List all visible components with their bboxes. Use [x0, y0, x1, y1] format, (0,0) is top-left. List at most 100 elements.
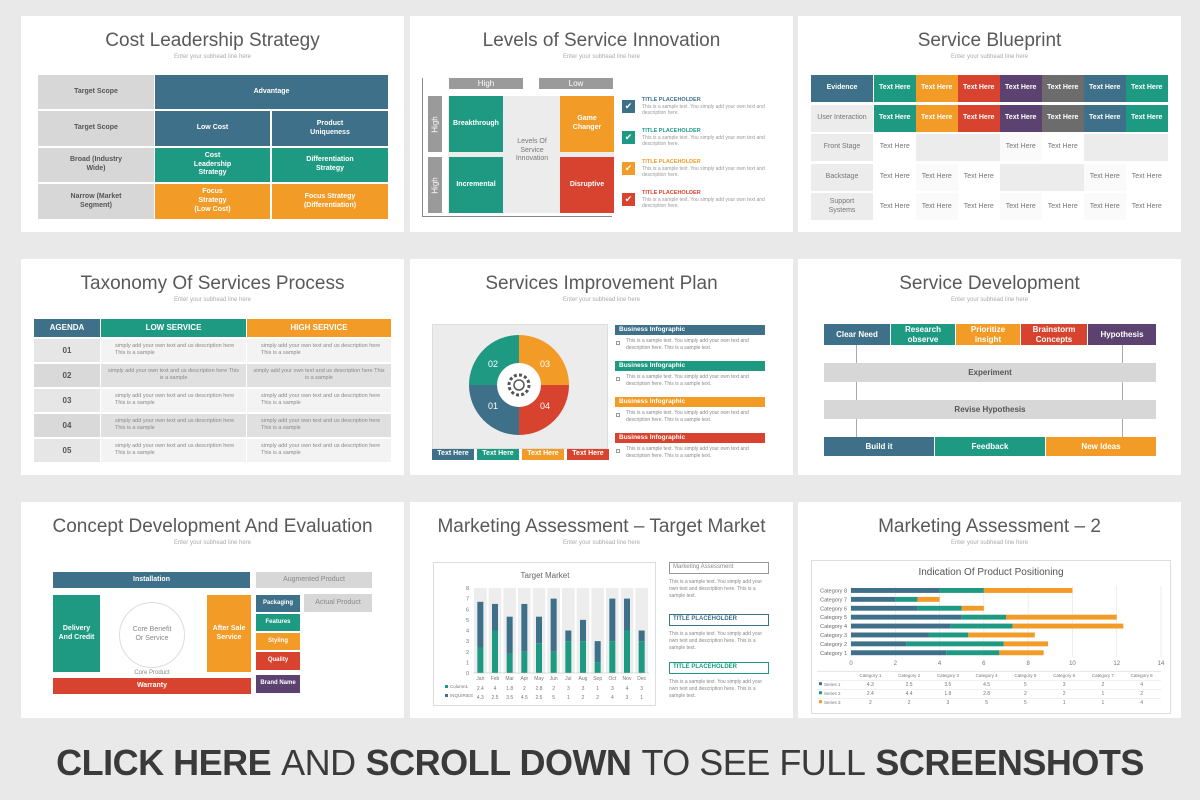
blueprint-cell: Text Here: [1000, 193, 1042, 221]
blueprint-cell: Text Here: [1000, 104, 1042, 132]
blueprint-cell: Text Here: [1084, 193, 1126, 221]
blueprint-cell: Text Here: [916, 104, 958, 132]
target-market-chart: Target Market 0 1 2 3 4 5 6 7 8 Jan 2.4 4.3 Feb 4 2.5 Ma…: [445, 571, 649, 701]
x-tick-label: Feb: [491, 676, 500, 682]
table-value: 2: [552, 686, 555, 692]
tag-brand-name: Brand Name: [256, 675, 300, 693]
text-here-button[interactable]: Text Here: [477, 449, 519, 460]
cell-cost-leadership: Cost Leadership Strategy: [155, 148, 270, 182]
cell-low-cost: Low Cost: [155, 111, 270, 146]
legend-swatch: [445, 685, 448, 688]
slide-product-positioning[interactable]: Marketing Assessment – 2 Enter your subh…: [798, 502, 1181, 718]
bar-series-3: [917, 596, 940, 602]
bar-series-3: [968, 632, 1035, 638]
table-value: 1: [567, 695, 570, 701]
blueprint-cell: [1084, 134, 1126, 162]
slide-cost-leadership[interactable]: Cost Leadership Strategy Enter your subh…: [21, 16, 404, 232]
blueprint-grid: Evidence Text Here Text Here Text Here Text …: [811, 75, 1168, 221]
blueprint-cell: Text Here: [874, 75, 916, 102]
column-bg: [591, 588, 604, 673]
blueprint-cell: [1000, 163, 1042, 191]
table-value: 3: [626, 695, 629, 701]
table-value: 5: [985, 700, 988, 706]
bar-series-1: [851, 614, 962, 620]
text-here-button[interactable]: Text Here: [522, 449, 564, 460]
cell-text: simply add your own text and us descript…: [115, 343, 235, 356]
bar-column1: [609, 641, 616, 673]
low-service-cell: simply add your own text and us descript…: [101, 364, 246, 387]
connector-line: [1122, 345, 1123, 438]
high-service-cell: simply add your own text and us descript…: [247, 364, 391, 387]
y-tick-label: Category 7: [820, 597, 847, 603]
cell-text: simply add your own text and us descript…: [261, 393, 381, 406]
blueprint-cell: [1126, 134, 1168, 162]
label-high-left-1: High: [428, 96, 442, 152]
y-tick-label: 5: [466, 618, 469, 624]
item-desc: This is a sample text. You simply add yo…: [642, 166, 765, 179]
infographic-desc: This is a sample text. You simply add yo…: [626, 446, 749, 459]
legend-label: Column1: [450, 684, 469, 689]
y-tick-label: 3: [466, 639, 469, 645]
x-tick-label: Jun: [550, 676, 558, 682]
banner-text-see-full: TO SEE FULL: [641, 742, 866, 783]
cell-text: simply add your own text and us descript…: [115, 443, 235, 456]
item-desc: This is a sample text. You simply add yo…: [642, 197, 765, 210]
table-value: 4.3: [477, 695, 484, 701]
table-value: 5: [552, 695, 555, 701]
stage-build-it: Build it: [824, 437, 934, 456]
cell-target-scope-1: Target Scope: [38, 75, 154, 109]
cell-focus-low-cost: Focus Strategy (Low Cost): [155, 184, 270, 219]
stage-experiment: Experiment: [824, 363, 1156, 382]
slide-title: Service Development: [899, 273, 1080, 294]
slide-taxonomy[interactable]: Taxonomy Of Services Process Enter your …: [21, 259, 404, 475]
check-icon: ✔: [622, 131, 635, 144]
legend-swatch: [819, 691, 822, 695]
slide-target-market[interactable]: Marketing Assessment – Target Market Ent…: [410, 502, 793, 718]
y-tick-label: 1: [466, 660, 469, 666]
high-service-cell: simply add your own text and us descript…: [247, 389, 391, 412]
slide-subhead: Enter your subhead line here: [950, 297, 1029, 303]
bar-column1: [506, 653, 513, 673]
quad-game-changer: Game Changer: [560, 96, 614, 152]
blueprint-cell: Text Here: [1126, 193, 1168, 221]
step-clear-need: Clear Need: [824, 324, 890, 345]
bar-inquiries: [492, 603, 498, 631]
table-value: 3: [611, 686, 614, 692]
bar-series-2: [895, 596, 918, 602]
table-value: 3: [582, 686, 585, 692]
chart-title: Target Market: [521, 571, 571, 580]
y-tick-label: Category 4: [820, 624, 847, 630]
stage-revise-hypothesis: Revise Hypothesis: [824, 400, 1156, 419]
quad-disruptive: Disruptive: [560, 157, 614, 213]
text-here-button[interactable]: Text Here: [567, 449, 609, 460]
cell-text: simply add your own text and us descript…: [107, 368, 240, 381]
slide-concept-development[interactable]: Concept Development And Evaluation Enter…: [21, 502, 404, 718]
slide-service-blueprint[interactable]: Service Blueprint Enter your subhead lin…: [798, 16, 1181, 232]
blueprint-cell: Text Here: [1126, 163, 1168, 191]
x-tick-label: Oct: [608, 676, 616, 682]
text-here-button[interactable]: Text Here: [432, 449, 474, 460]
series-name: Series 3: [824, 700, 841, 705]
slide-improvement-plan[interactable]: Services Improvement Plan Enter your sub…: [410, 259, 793, 475]
blueprint-cell: Text Here: [958, 75, 1000, 102]
low-service-cell: simply add your own text and us descript…: [101, 339, 246, 362]
table-value: 1: [1101, 700, 1104, 706]
infographic-title: Business Infographic: [615, 397, 765, 407]
y-tick-label: Category 5: [820, 615, 847, 621]
cell-focus-diff: Focus Strategy (Differentiation): [272, 184, 388, 219]
agenda-number: 05: [34, 439, 100, 462]
stage-new-ideas: New Ideas: [1046, 437, 1156, 456]
table-value: 4: [494, 686, 497, 692]
cell-text: simply add your own text and us descript…: [261, 343, 381, 356]
x-tick-label: Sep: [593, 676, 602, 682]
center-label: Levels Of Service Innovation: [515, 137, 549, 163]
table-value: 2: [1024, 691, 1027, 697]
scroll-down-banner[interactable]: CLICK HERE AND SCROLL DOWN TO SEE FULL S…: [0, 738, 1200, 788]
bar-series-3: [961, 605, 984, 611]
bar-series-1: [851, 596, 896, 602]
banner-click-here[interactable]: CLICK HERE: [56, 742, 272, 783]
slide-levels-innovation[interactable]: Levels of Service Innovation Enter your …: [410, 16, 793, 232]
bar-column1: [580, 641, 586, 673]
cell-text: simply add your own text and us descript…: [261, 418, 381, 431]
slide-service-development[interactable]: Service Development Enter your subhead l…: [798, 259, 1181, 475]
